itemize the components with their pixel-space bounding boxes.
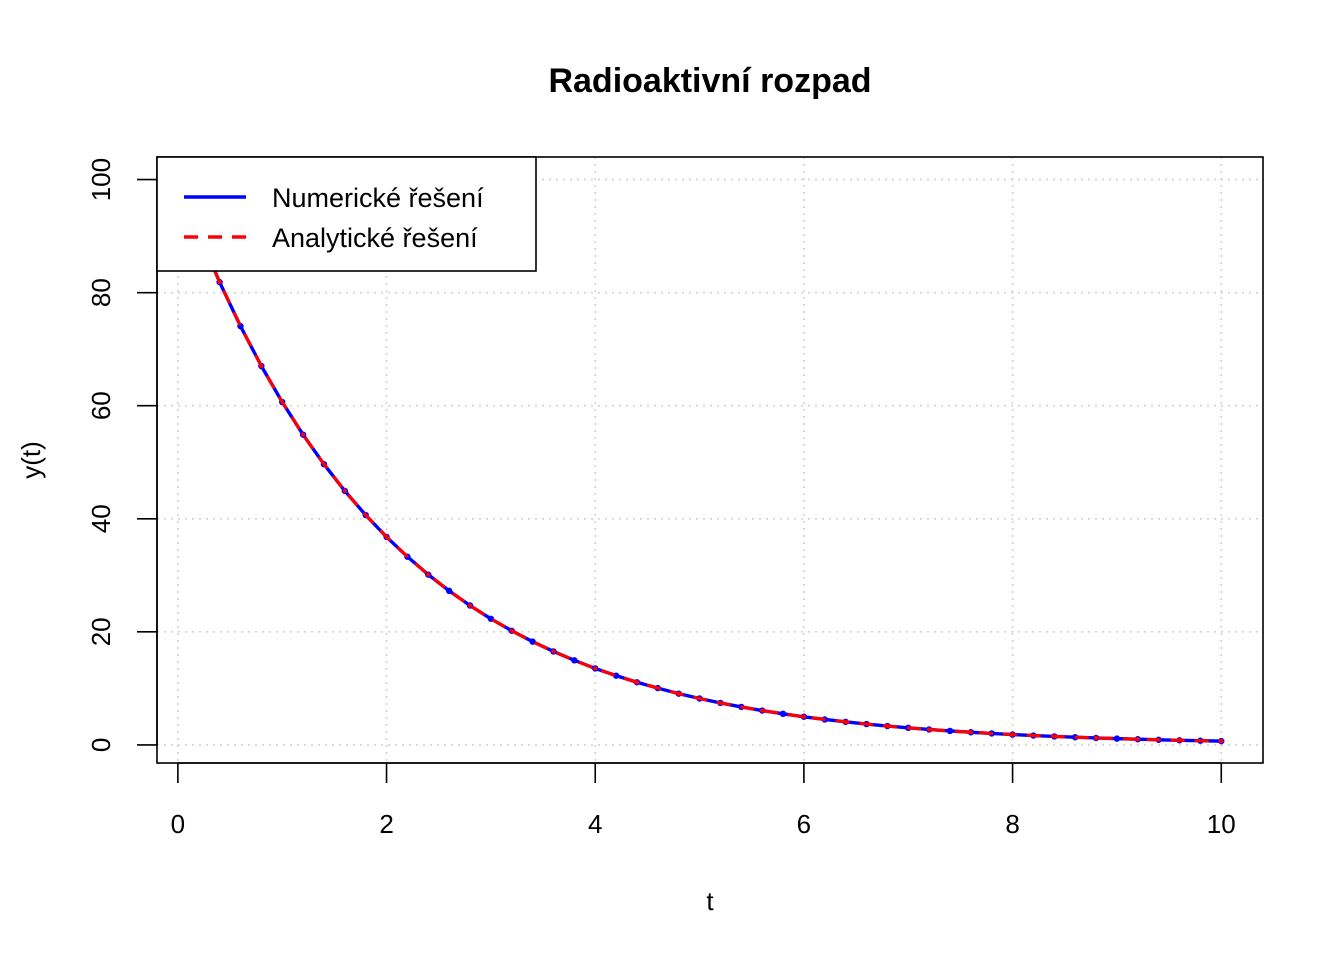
series-point — [1010, 732, 1015, 737]
series-point — [926, 727, 932, 732]
y-tick-label: 0 — [86, 738, 116, 752]
x-tick-label: 6 — [797, 809, 811, 839]
x-axis: 0 2 4 6 8 10 — [171, 762, 1236, 839]
series-point — [718, 700, 723, 706]
series-point — [342, 488, 348, 494]
chart-title: Radioaktivní rozpad — [548, 62, 871, 100]
series-point — [759, 708, 765, 713]
legend-box — [156, 156, 537, 272]
series-point — [529, 638, 536, 645]
legend-label-2: Analytické řešení — [272, 223, 478, 253]
series-point — [217, 279, 222, 285]
series-point — [843, 719, 848, 725]
legend: Numerické řešení Analytické řešení — [156, 156, 537, 272]
series-point — [259, 363, 264, 369]
y-tick-label: 80 — [86, 278, 116, 307]
series-point — [1219, 738, 1224, 744]
y-axis-label: y(t) — [16, 441, 46, 479]
y-tick-label: 100 — [86, 158, 116, 201]
series-point — [1052, 734, 1057, 739]
series-point — [1177, 738, 1182, 743]
legend-label-1: Numerické řešení — [272, 183, 484, 213]
series-point — [571, 657, 578, 664]
y-axis: 0 20 40 60 80 100 — [86, 158, 158, 752]
x-tick-label: 0 — [171, 809, 185, 839]
series-point — [467, 603, 473, 608]
series-point — [509, 628, 514, 633]
series-point — [1113, 735, 1121, 742]
y-tick-label: 60 — [86, 391, 116, 420]
x-tick-label: 8 — [1005, 809, 1019, 839]
series-point — [426, 572, 431, 577]
series-point — [593, 666, 598, 671]
series-point — [779, 710, 787, 718]
series-point — [676, 691, 681, 696]
series-line-2 — [176, 179, 1222, 743]
y-tick-label: 40 — [86, 504, 116, 533]
series-point — [801, 714, 807, 719]
series-point — [300, 432, 306, 437]
grid — [157, 157, 1263, 763]
series-point — [384, 534, 389, 540]
x-axis-label: t — [706, 886, 714, 916]
series-point — [946, 727, 954, 735]
series-point — [634, 680, 640, 685]
series-point — [885, 723, 890, 729]
x-tick-label: 10 — [1207, 809, 1236, 839]
series-point — [1135, 737, 1140, 742]
series-layer — [174, 176, 1225, 745]
x-tick-label: 2 — [379, 809, 393, 839]
series-point — [968, 730, 974, 735]
y-tick-label: 20 — [86, 617, 116, 646]
series-point — [445, 587, 453, 595]
x-tick-label: 4 — [588, 809, 602, 839]
series-point — [1093, 735, 1099, 741]
series-point — [551, 649, 556, 654]
